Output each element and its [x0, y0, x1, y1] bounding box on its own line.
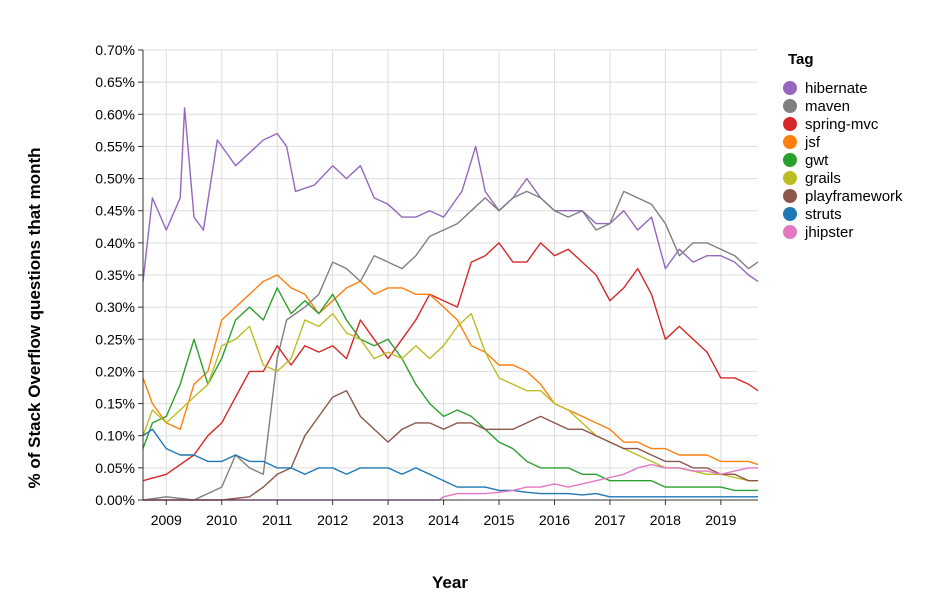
- legend-swatch-grails: [783, 171, 797, 185]
- y-tick-label: 0.65%: [95, 74, 135, 90]
- series-line-gwt: [142, 287, 758, 492]
- series-line-jsf: [142, 274, 759, 466]
- x-tick-label: 2017: [594, 512, 625, 528]
- legend-swatch-jhipster: [783, 225, 797, 239]
- legend-label-struts: struts: [805, 206, 842, 223]
- series-line-maven: [142, 190, 759, 501]
- y-tick-label: 0.70%: [95, 42, 135, 58]
- y-tick-label: 0.55%: [95, 138, 135, 154]
- legend-label-maven: maven: [805, 98, 850, 115]
- series-line-struts: [142, 428, 758, 498]
- x-tick-label: 2011: [262, 512, 292, 528]
- x-tick-label: 2015: [483, 512, 514, 528]
- y-tick-label: 0.40%: [95, 235, 135, 251]
- axes: 0.00% 0.05% 0.10% 0.15% 0.20% 0.25% 0.30% 0.35%…: [95, 42, 758, 528]
- legend-label-gwt: gwt: [805, 152, 829, 169]
- y-tick-label: 0.45%: [95, 203, 135, 219]
- y-tick-label: 0.50%: [95, 171, 135, 187]
- y-tick-label: 0.15%: [95, 396, 135, 412]
- x-tick-label: 2018: [650, 512, 681, 528]
- legend-label-playframework: playframework: [805, 188, 903, 205]
- y-tick-label: 0.25%: [95, 331, 135, 347]
- legend-label-jhipster: jhipster: [804, 224, 853, 241]
- y-tick-label: 0.00%: [95, 492, 135, 508]
- y-tick-label: 0.10%: [95, 428, 135, 444]
- x-tick-label: 2010: [206, 512, 237, 528]
- series-line-spring-mvc: [142, 242, 759, 482]
- legend-swatch-jsf: [783, 135, 797, 149]
- y-tick-label: 0.30%: [95, 299, 135, 315]
- y-tick-label: 0.05%: [95, 460, 135, 476]
- legend-title: Tag: [788, 51, 814, 68]
- series-lines: [142, 107, 759, 501]
- legend-swatch-maven: [783, 99, 797, 113]
- y-tick-label: 0.35%: [95, 267, 135, 283]
- legend-swatch-hibernate: [783, 81, 797, 95]
- series-line-playframework: [143, 390, 758, 501]
- x-tick-label: 2019: [705, 512, 736, 528]
- legend-label-jsf: jsf: [804, 134, 821, 151]
- legend-label-hibernate: hibernate: [805, 80, 868, 97]
- x-tick-label: 2012: [317, 512, 348, 528]
- x-tick-label: 2013: [373, 512, 404, 528]
- series-line-grails: [142, 312, 758, 482]
- x-axis-title: Year: [432, 573, 468, 592]
- legend-swatch-spring-mvc: [783, 117, 797, 131]
- x-tick-label: 2009: [151, 512, 182, 528]
- x-tick-label: 2014: [428, 512, 459, 528]
- legend-swatch-struts: [783, 207, 797, 221]
- x-tick-label: 2016: [539, 512, 570, 528]
- legend: Tag hibernatemavenspring-mvcjsfgwtgrails…: [783, 51, 903, 241]
- gridlines: [143, 49, 758, 501]
- y-axis-title: % of Stack Overflow questions that month: [25, 148, 44, 489]
- y-tick-label: 0.20%: [95, 363, 135, 379]
- series-line-hibernate: [142, 107, 759, 282]
- legend-label-grails: grails: [805, 170, 841, 187]
- legend-swatch-playframework: [783, 189, 797, 203]
- legend-items: hibernatemavenspring-mvcjsfgwtgrailsplay…: [783, 80, 903, 241]
- y-tick-label: 0.60%: [95, 106, 135, 122]
- legend-label-spring-mvc: spring-mvc: [805, 116, 879, 133]
- legend-swatch-gwt: [783, 153, 797, 167]
